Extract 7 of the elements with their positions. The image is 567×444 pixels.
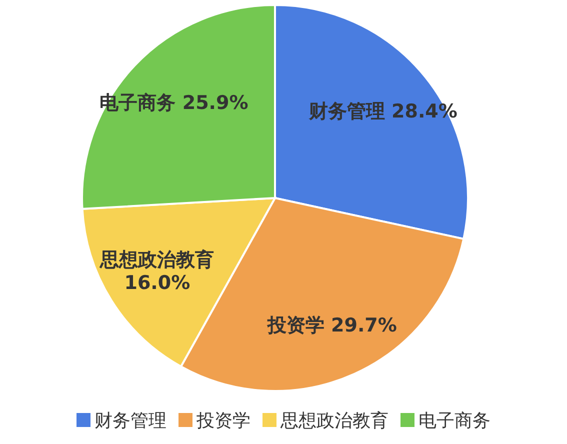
slice-label: 思想政治教育 — [99, 249, 214, 272]
category-label: 投资学 29.7% — [267, 314, 397, 336]
data-label: 16.0% — [124, 272, 190, 294]
legend-label: 思想政治教育 — [280, 410, 388, 432]
legend-label: 投资学 — [196, 410, 250, 432]
legend-label: 电子商务 — [418, 410, 490, 432]
legend-label: 财务管理 — [94, 410, 166, 432]
